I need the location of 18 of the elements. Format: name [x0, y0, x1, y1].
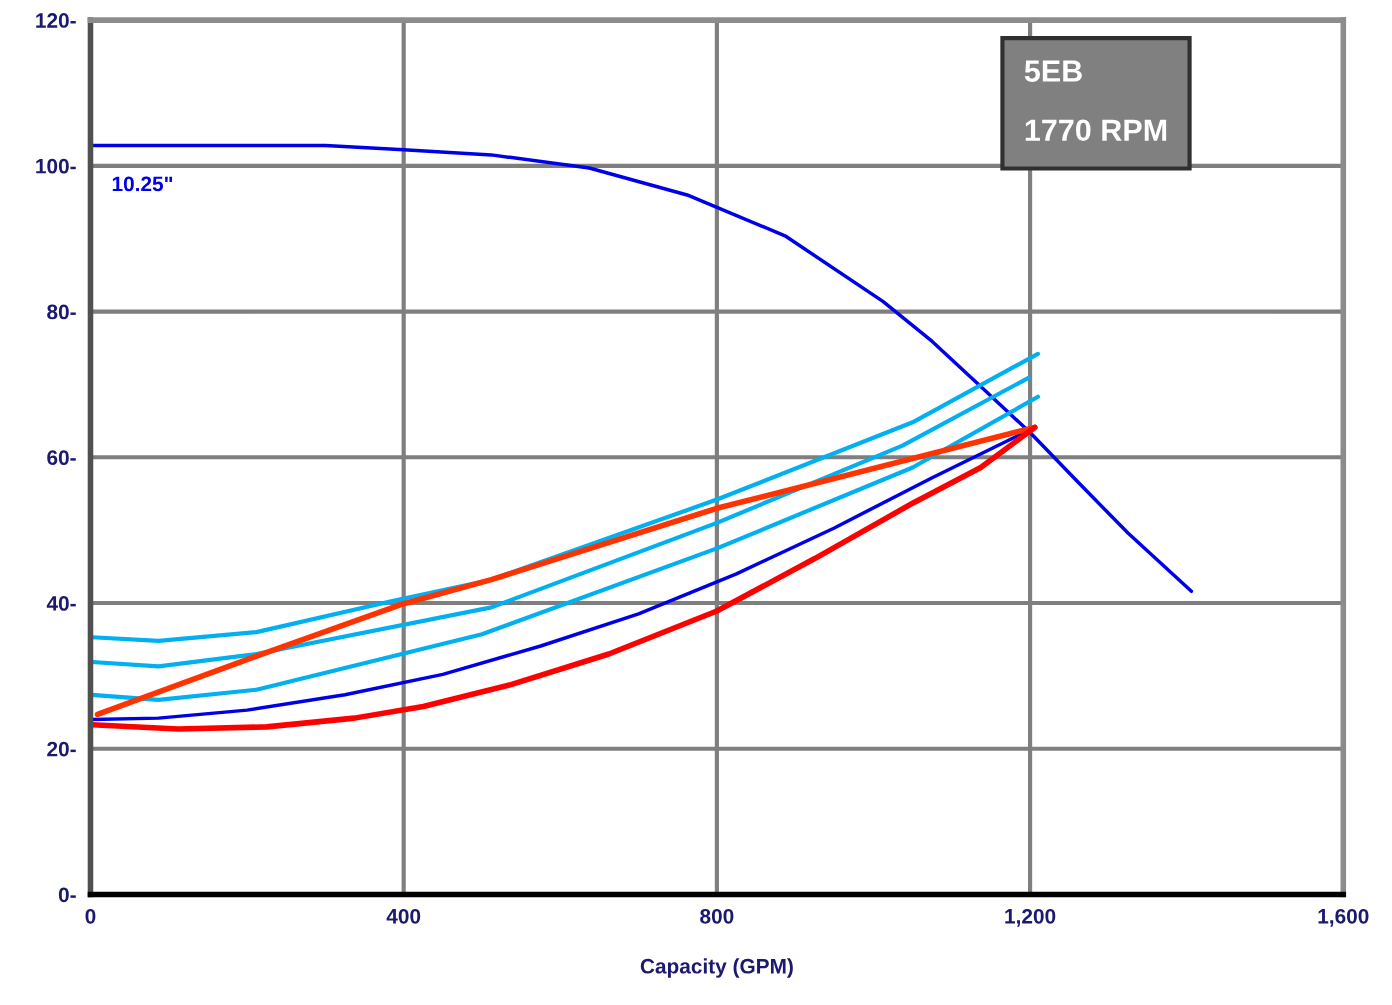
annotation: 5EB [1024, 60, 1082, 82]
x-tick-label: 400 [386, 908, 421, 924]
y-tick-label: 80- [47, 304, 76, 320]
x-tick-label: 1,200 [1005, 908, 1056, 927]
x-tick-label: 800 [700, 908, 734, 924]
x-tick-label: 0 [85, 908, 96, 924]
y-tick-label: 20- [47, 741, 76, 757]
y-tick-label: 100- [36, 158, 76, 174]
y-tick-label: 120- [36, 13, 76, 28]
y-tick-label: 40- [46, 596, 76, 611]
line-series [90, 143, 1194, 594]
x-axis-title: Capacity (GPM) [640, 958, 793, 978]
y-tick-label: 60- [47, 450, 76, 466]
line-series [90, 375, 1031, 669]
x-tick-label: 1,600 [1318, 908, 1369, 927]
y-tick-label: 0- [58, 887, 76, 903]
series-label: 10.25" [112, 176, 173, 192]
annotation: 1770 RPM [1025, 119, 1167, 142]
